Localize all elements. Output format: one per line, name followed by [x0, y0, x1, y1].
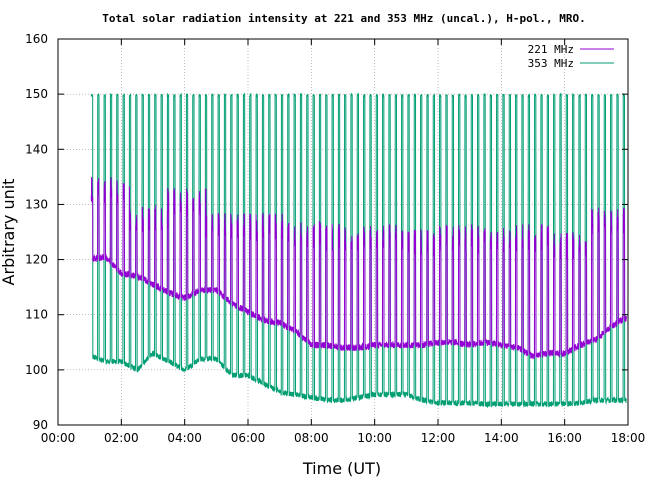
y-tick-label: 110 [25, 308, 48, 322]
x-tick-label: 00:00 [41, 431, 76, 445]
y-tick-label: 120 [25, 253, 48, 267]
x-tick-label: 04:00 [167, 431, 202, 445]
x-tick-label: 10:00 [357, 431, 392, 445]
x-tick-label: 16:00 [547, 431, 582, 445]
legend: 221 MHz 353 MHz [528, 43, 614, 70]
x-tick-label: 12:00 [421, 431, 456, 445]
series-221-mhz-line [90, 177, 627, 360]
x-tick-label: 06:00 [231, 431, 266, 445]
tick-labels: 00:00 02:00 04:00 06:00 08:00 10:00 12:00 14:00… [25, 32, 645, 445]
series-353-mhz-line [90, 92, 627, 409]
y-tick-label: 100 [25, 363, 48, 377]
grid [58, 39, 628, 425]
chart-title: Total solar radiation intensity at 221 a… [102, 12, 585, 25]
y-tick-label: 150 [25, 87, 48, 101]
x-tick-label: 08:00 [294, 431, 329, 445]
y-tick-label: 130 [25, 197, 48, 211]
x-axis-label: Time (UT) [302, 459, 381, 478]
legend-label-353: 353 MHz [528, 57, 574, 70]
plot-frame [57, 38, 629, 426]
x-tick-label: 14:00 [484, 431, 519, 445]
y-tick-label: 140 [25, 142, 48, 156]
y-tick-label: 160 [25, 32, 48, 46]
series-layer [90, 92, 627, 409]
y-tick-label: 90 [33, 418, 48, 432]
x-tick-label: 02:00 [104, 431, 139, 445]
y-axis-label: Arbitrary unit [0, 179, 18, 286]
x-tick-label: 18:00 [611, 431, 646, 445]
legend-label-221: 221 MHz [528, 43, 574, 56]
